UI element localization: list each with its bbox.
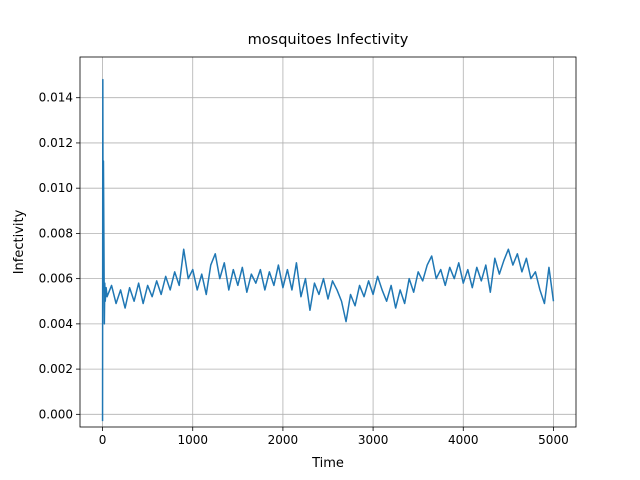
x-tick-label: 5000 [538, 433, 569, 447]
x-tick-label: 2000 [268, 433, 299, 447]
y-tick-label: 0.012 [39, 136, 73, 150]
y-axis-label: Infectivity [12, 209, 27, 274]
x-tick-label: 0 [99, 433, 107, 447]
grid [76, 57, 576, 431]
axes-frame [79, 56, 577, 428]
data-line [101, 78, 555, 422]
y-tick-label: 0.010 [39, 181, 73, 195]
plot [101, 78, 555, 422]
y-tick-label: 0.004 [39, 317, 73, 331]
chart-title: mosquitoes Infectivity [248, 32, 409, 48]
y-tick-label: 0.000 [39, 407, 73, 421]
y-tick-label: 0.008 [39, 226, 73, 240]
y-tick-label: 0.014 [39, 91, 73, 105]
x-axis-label: Time [311, 456, 344, 471]
y-tick-label: 0.002 [39, 362, 73, 376]
x-tick-label: 4000 [448, 433, 479, 447]
y-tick-label: 0.006 [39, 272, 73, 286]
x-tick-label: 1000 [177, 433, 208, 447]
x-tick-label: 3000 [358, 433, 389, 447]
